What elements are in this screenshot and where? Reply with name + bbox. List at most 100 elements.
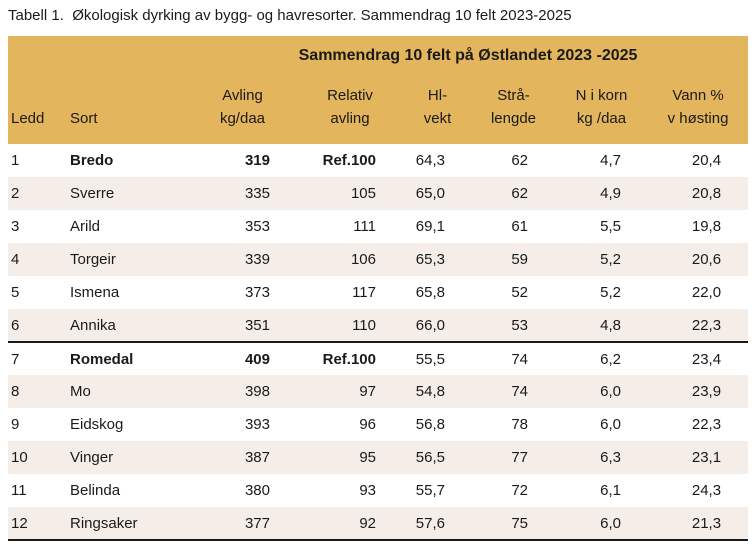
cell-relativ: 111 bbox=[353, 218, 376, 235]
column-header-vann: Vann % v høsting bbox=[648, 68, 749, 144]
header-line: kg/daa bbox=[219, 110, 266, 127]
cell-hl-vekt: 56,5 bbox=[415, 449, 445, 466]
cell-hl-vekt: 65,0 bbox=[415, 185, 445, 202]
cell-n-i-korn: 5,2 bbox=[600, 284, 621, 301]
table-row: 4 Torgeir 339 106 65,3 59 5,2 20,6 bbox=[8, 243, 749, 276]
column-header-n-i-korn: N i korn kg /daa bbox=[555, 68, 648, 144]
band-title-row: Sammendrag 10 felt på Østlandet 2023 -20… bbox=[8, 36, 749, 68]
cell-stralengde: 62 bbox=[511, 152, 528, 169]
header-line: vekt bbox=[423, 110, 452, 127]
cell-hl-vekt: 57,6 bbox=[403, 507, 472, 541]
cell-avling: 339 bbox=[244, 251, 270, 268]
column-header-relativ: Relativ avling bbox=[297, 68, 403, 144]
table-row: 5 Ismena 373 117 65,8 52 5,2 22,0 bbox=[8, 276, 748, 309]
header-line: kg /daa bbox=[576, 110, 627, 127]
cell-avling: 380 bbox=[244, 482, 270, 499]
cell-avling: 387 bbox=[244, 449, 270, 466]
table-row: 12 Ringsaker 377 92 57,6 75 6,0 21,3 bbox=[8, 507, 749, 541]
cell-n-i-korn: 6,2 bbox=[600, 350, 621, 368]
header-line: lengde bbox=[490, 110, 537, 127]
cell-avling: 319 bbox=[244, 152, 270, 169]
column-header-ledd: Ledd bbox=[8, 68, 70, 144]
cell-n-i-korn: 4,8 bbox=[555, 309, 648, 343]
cell-sort: Bredo bbox=[70, 152, 114, 169]
cell-sort: Eidskog bbox=[70, 416, 124, 433]
cell-hl-vekt: 69,1 bbox=[415, 218, 445, 235]
cell-vann: 22,0 bbox=[691, 284, 722, 301]
table-row: 7 Romedal 409 Ref.100 55,5 74 6,2 23,4 bbox=[8, 342, 748, 375]
cell-sort: Belinda bbox=[70, 482, 121, 499]
cell-avling: 335 bbox=[244, 185, 270, 202]
cell-hl-vekt: 65,8 bbox=[415, 284, 445, 301]
cell-avling: 409 bbox=[244, 350, 270, 368]
cell-hl-vekt: 55,5 bbox=[415, 350, 445, 368]
cell-stralengde: 72 bbox=[511, 482, 528, 499]
cell-stralengde: 77 bbox=[511, 449, 528, 466]
cell-ledd: 12 bbox=[8, 507, 70, 541]
cell-vann: 24,3 bbox=[691, 482, 722, 499]
table-caption: Tabell 1. Økologisk dyrking av bygg- og … bbox=[8, 7, 572, 24]
cell-sort: Annika bbox=[70, 309, 188, 343]
header-line: Avling bbox=[222, 87, 263, 104]
cell-ledd: 7 bbox=[11, 350, 20, 368]
column-header-hl-vekt: Hl-vekt bbox=[403, 68, 472, 144]
cell-relativ: 93 bbox=[359, 482, 376, 499]
cell-sort: Sverre bbox=[70, 185, 115, 202]
cell-sort: Arild bbox=[70, 218, 101, 235]
cell-ledd: 4 bbox=[11, 251, 20, 268]
cell-vann: 20,6 bbox=[691, 251, 722, 268]
cell-relativ: 95 bbox=[359, 449, 376, 466]
cell-vann: 23,4 bbox=[691, 350, 722, 368]
cell-stralengde: 75 bbox=[472, 507, 555, 541]
column-header-avling: Avling kg/daa bbox=[188, 68, 297, 144]
cell-n-i-korn: 4,9 bbox=[600, 185, 621, 202]
cell-stralengde: 52 bbox=[511, 284, 528, 301]
cell-stralengde: 59 bbox=[511, 251, 528, 268]
cell-avling: 373 bbox=[244, 284, 270, 301]
cell-sort: Mo bbox=[70, 383, 91, 400]
table-body: 1 Bredo 319 Ref.100 64,3 62 4,7 20,4 2 Sverre 335 1… bbox=[8, 144, 749, 541]
table-row: 9 Eidskog 393 96 56,8 78 6,0 22,3 bbox=[8, 408, 748, 441]
cell-hl-vekt: 56,8 bbox=[415, 416, 445, 433]
table-row: 1 Bredo 319 Ref.100 64,3 62 4,7 20,4 bbox=[8, 144, 748, 177]
cell-vann: 23,9 bbox=[691, 383, 722, 400]
cell-relativ: 97 bbox=[359, 383, 376, 400]
cell-vann: 22,3 bbox=[648, 309, 749, 343]
cell-sort: Torgeir bbox=[70, 251, 116, 268]
cell-ledd: 10 bbox=[11, 449, 28, 466]
header-line: Strå- bbox=[497, 87, 530, 104]
results-table: Sammendrag 10 felt på Østlandet 2023 -20… bbox=[8, 36, 749, 541]
cell-vann: 20,4 bbox=[691, 152, 722, 169]
cell-sort: Ringsaker bbox=[70, 507, 188, 541]
cell-n-i-korn: 5,2 bbox=[600, 251, 621, 268]
cell-stralengde: 62 bbox=[511, 185, 528, 202]
cell-vann: 19,8 bbox=[691, 218, 722, 235]
cell-relativ: 106 bbox=[350, 251, 376, 268]
cell-avling: 377 bbox=[188, 507, 297, 541]
header-line: Relativ bbox=[327, 87, 373, 104]
cell-sort: Vinger bbox=[70, 449, 114, 466]
cell-ledd: 1 bbox=[11, 152, 20, 169]
cell-avling: 353 bbox=[244, 218, 270, 235]
cell-avling: 351 bbox=[188, 309, 297, 343]
header-line: Hl- bbox=[427, 87, 448, 104]
cell-n-i-korn: 5,5 bbox=[600, 218, 621, 235]
cell-ledd: 5 bbox=[11, 284, 20, 301]
cell-stralengde: 74 bbox=[511, 350, 528, 368]
cell-ledd: 2 bbox=[11, 185, 20, 202]
cell-relativ: Ref.100 bbox=[322, 152, 376, 169]
cell-relativ: Ref.100 bbox=[322, 350, 376, 368]
cell-ledd: 3 bbox=[11, 218, 20, 235]
cell-sort: Ismena bbox=[70, 284, 120, 301]
header-line: v høsting bbox=[667, 110, 729, 127]
cell-relativ: 117 bbox=[352, 284, 376, 301]
header-line: avling bbox=[330, 110, 370, 127]
cell-relativ: 110 bbox=[297, 309, 403, 343]
table-row: 6 Annika 351 110 66,0 53 4,8 22,3 bbox=[8, 309, 749, 343]
cell-vann: 22,3 bbox=[691, 416, 722, 433]
table-row: 8 Mo 398 97 54,8 74 6,0 23,9 bbox=[8, 375, 749, 408]
cell-relativ: 105 bbox=[350, 185, 376, 202]
cell-hl-vekt: 66,0 bbox=[403, 309, 472, 343]
cell-vann: 20,8 bbox=[691, 185, 722, 202]
